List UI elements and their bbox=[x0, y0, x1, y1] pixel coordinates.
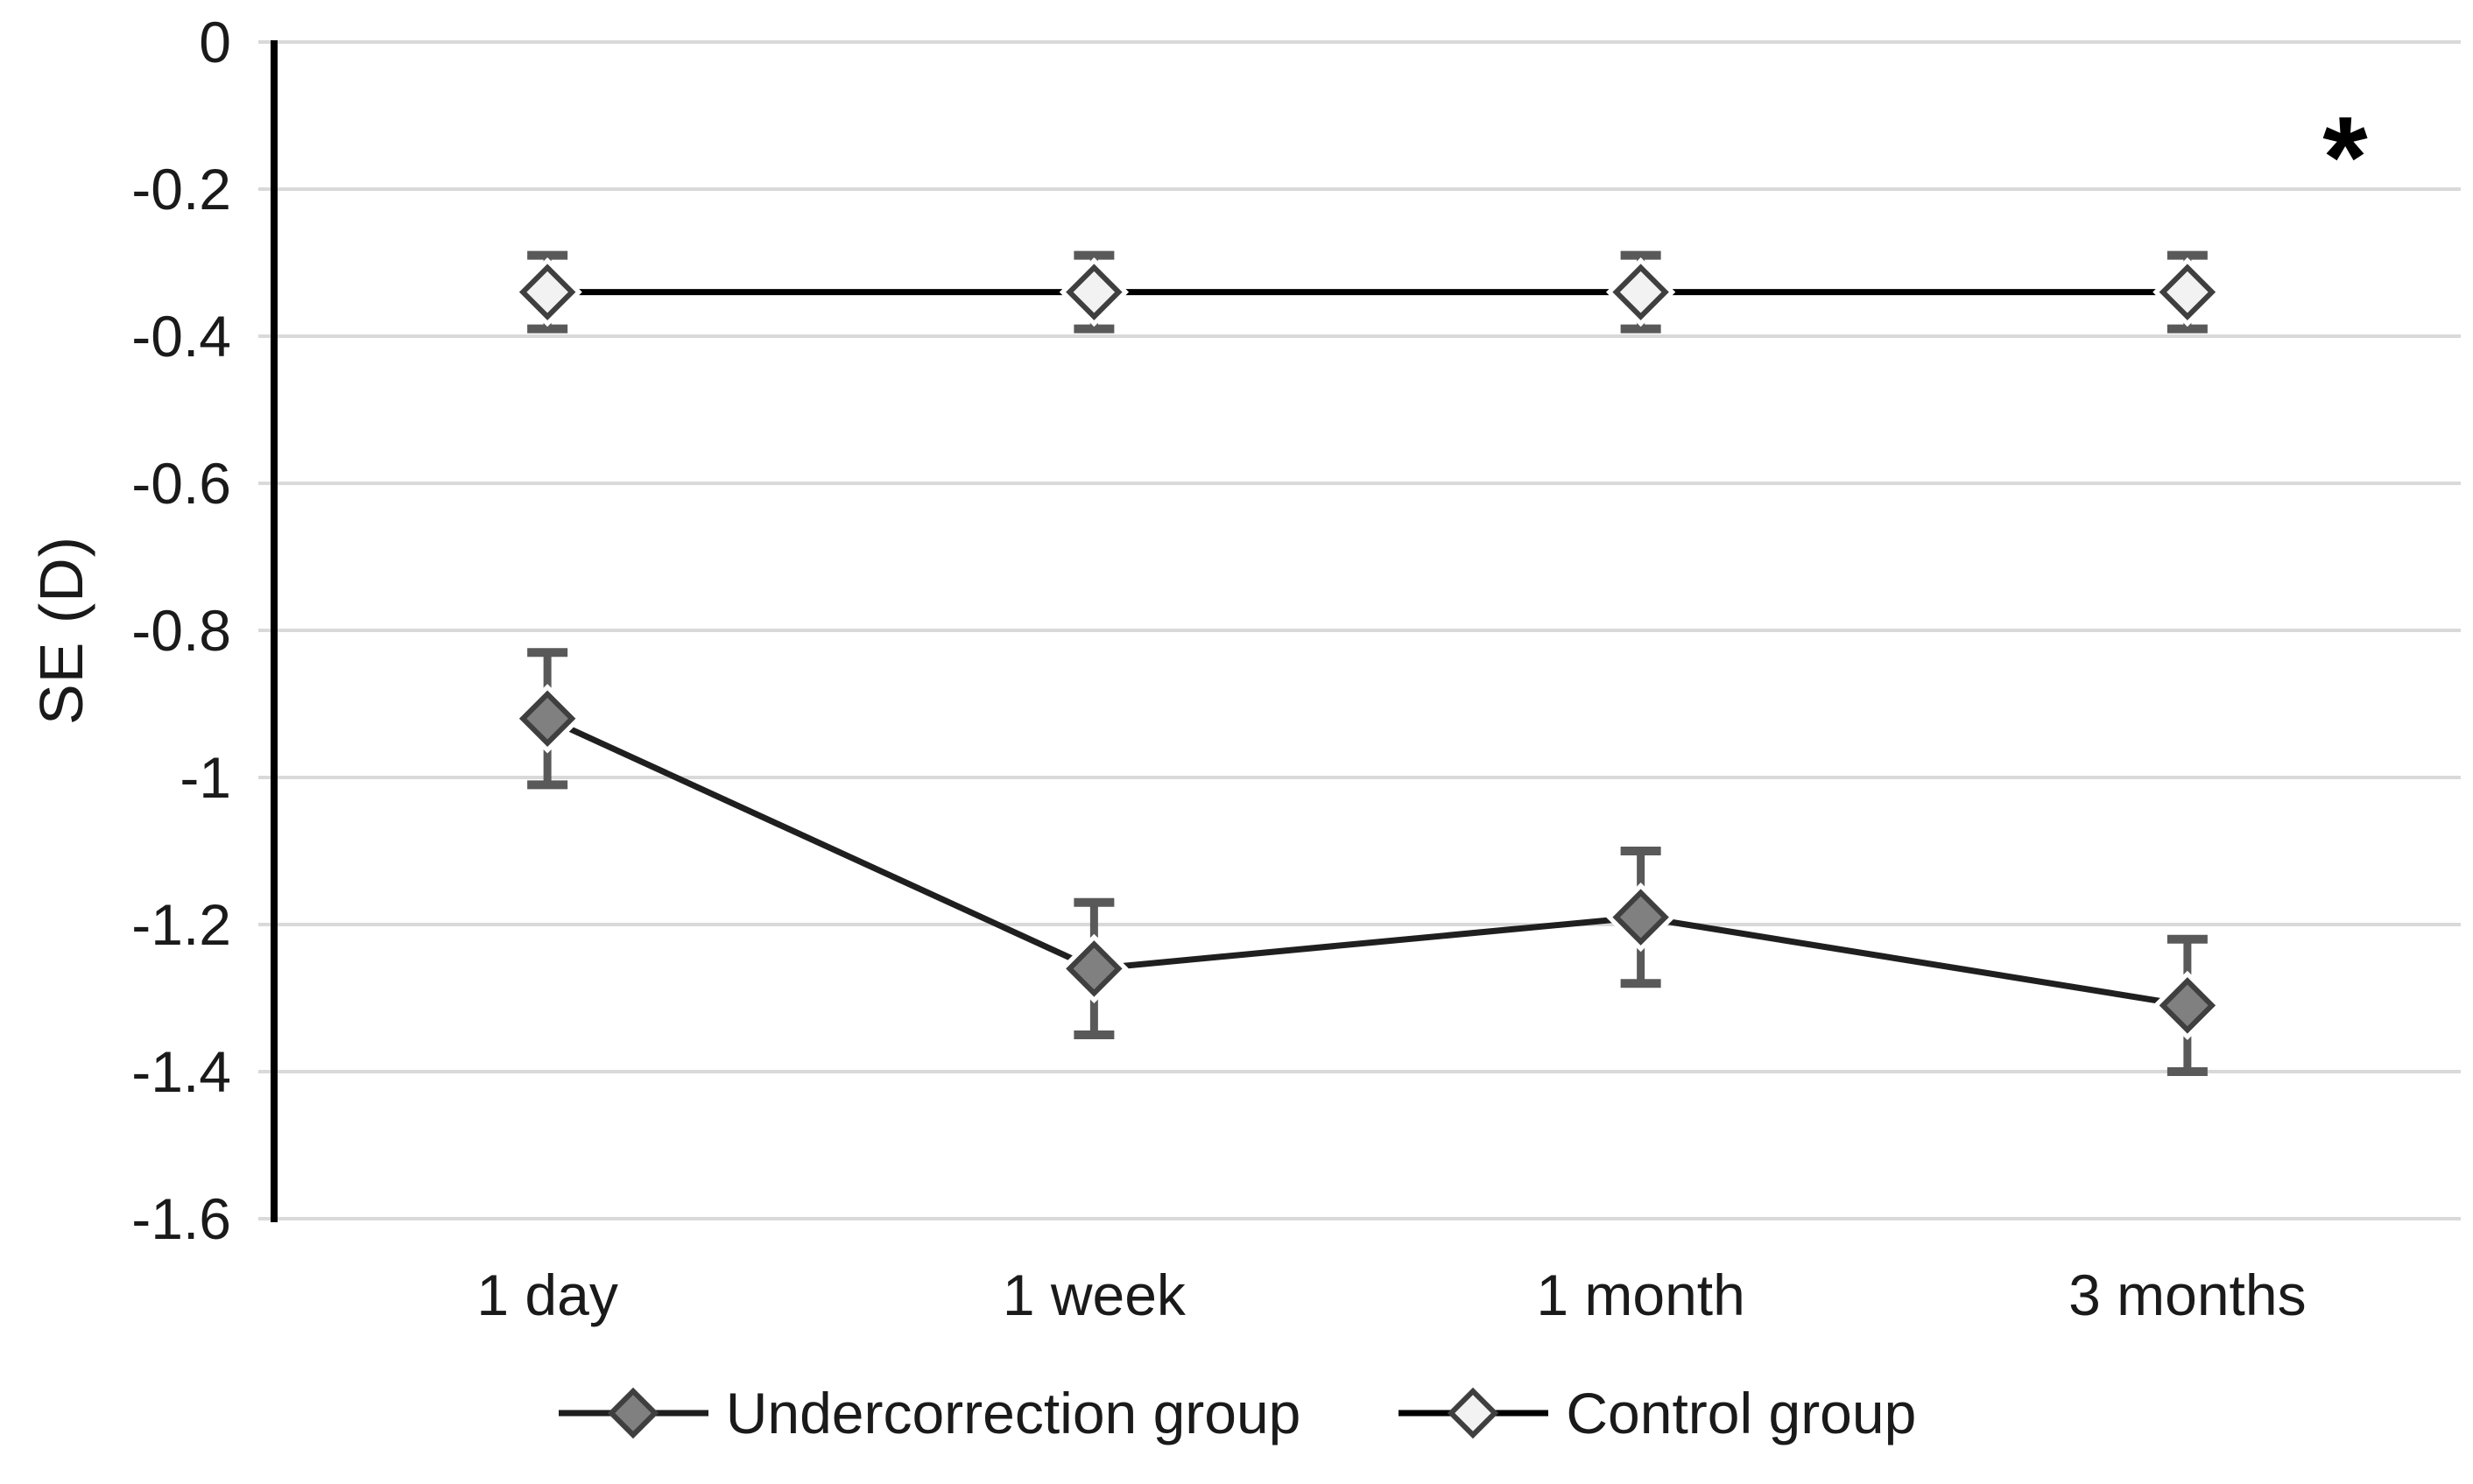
legend-label: Undercorrection group bbox=[725, 1381, 1301, 1445]
x-axis-label: 1 day bbox=[476, 1262, 617, 1327]
legend-diamond bbox=[607, 1387, 659, 1439]
legend-diamond bbox=[1448, 1387, 1499, 1439]
grid-layer: 0 -0.2 -0.4 -0.6 -0.8 -1 -1.2 -1.4 -1.6 bbox=[131, 10, 2461, 1251]
x-axis-label: 1 month bbox=[1536, 1262, 1744, 1327]
y-tick-label: -0.2 bbox=[131, 157, 231, 222]
data-point-marker-undercorrection-group-1-day bbox=[518, 690, 576, 748]
data-point-marker-control-group-1-month bbox=[1612, 264, 1669, 320]
y-tick-label: -1.6 bbox=[131, 1186, 231, 1251]
significance-asterisk: * bbox=[2322, 93, 2368, 222]
y-tick-label: 0 bbox=[199, 10, 231, 74]
filled-diamond-legend-icon bbox=[558, 1387, 708, 1439]
data-point-marker-control-group-1-day bbox=[518, 264, 576, 320]
y-tick-label: -0.6 bbox=[131, 451, 231, 516]
data-point-marker-undercorrection-group-1-week bbox=[1066, 940, 1123, 997]
y-tick-label: -1.2 bbox=[131, 892, 231, 957]
data-point-marker-control-group-3-months bbox=[2159, 264, 2216, 320]
x-axis-labels: 1 day 1 week 1 month 3 months bbox=[476, 1262, 2306, 1327]
x-axis-label: 3 months bbox=[2068, 1262, 2306, 1327]
legend-item-control-group: Control group bbox=[1397, 1380, 1916, 1446]
data-point-marker-undercorrection-group-1-month bbox=[1612, 889, 1669, 946]
open-diamond-legend-icon bbox=[1399, 1387, 1549, 1439]
legend-item-undercorrection-group: Undercorrection group bbox=[557, 1380, 1301, 1446]
y-tick-label: -1 bbox=[180, 745, 231, 810]
data-point-marker-control-group-1-week bbox=[1066, 264, 1123, 320]
data-point-marker-undercorrection-group-3-months bbox=[2159, 977, 2216, 1034]
series-line-undercorrection-group bbox=[546, 715, 2188, 1009]
legend-label: Control group bbox=[1566, 1381, 1917, 1445]
y-tick-label: -0.8 bbox=[131, 598, 231, 663]
x-axis-label: 1 week bbox=[1003, 1262, 1187, 1327]
y-tick-label: -0.4 bbox=[131, 304, 231, 369]
legend: Undercorrection group Control group bbox=[0, 1380, 2473, 1446]
y-tick-label: -1.4 bbox=[131, 1039, 231, 1104]
series-layer bbox=[512, 250, 2223, 1076]
